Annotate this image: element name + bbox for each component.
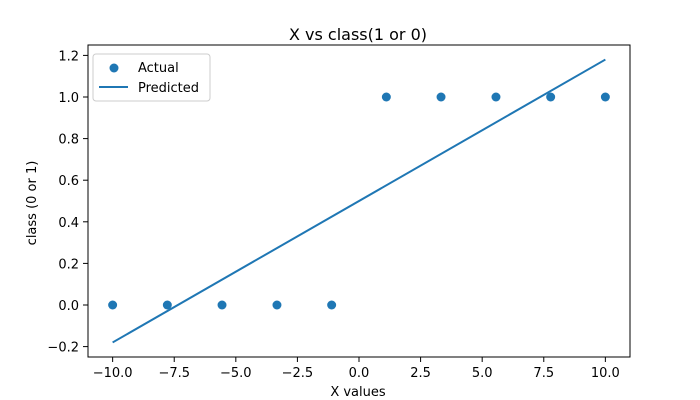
x-tick-label: 7.5 [533,366,554,381]
y-tick-label: 1.0 [58,91,79,106]
actual-point [436,92,446,102]
actual-point [491,92,501,102]
y-tick-label: 0.4 [58,216,79,231]
actual-point [381,92,391,102]
plot-area: −10.0 −7.5 −5.0 −2.5 0.0 2.5 5.0 7.5 10.0 −0.2 0.… [47,44,631,381]
chart-title: X vs class(1 or 0) [289,25,427,44]
y-tick-label: 0.6 [58,174,79,189]
legend-actual-marker [109,63,119,73]
y-tick-label: 1.2 [58,49,79,64]
x-tick-label: −2.5 [282,366,314,381]
y-tick-label: 0.2 [58,257,79,272]
actual-point [162,300,172,310]
actual-point [546,92,556,102]
y-tick-label: 0.8 [58,133,79,148]
x-tick-label: −10.0 [93,366,133,381]
y-tick-label: −0.2 [47,341,79,356]
x-tick-label: 0.0 [349,366,370,381]
legend-actual-label: Actual [138,61,179,76]
actual-point [600,92,610,102]
actual-point [217,300,227,310]
x-tick-label: 5.0 [472,366,493,381]
y-axis-label: class (0 or 1) [25,161,40,246]
x-tick-label: −7.5 [158,366,190,381]
legend: Actual Predicted [92,53,211,102]
series-layer [108,58,610,344]
legend-predicted-label: Predicted [138,81,199,96]
x-tick-label: 2.5 [410,366,431,381]
actual-point [327,300,337,310]
legend-box [92,53,211,102]
x-tick-label: 10.0 [591,366,620,381]
actual-point [272,300,282,310]
x-axis: −10.0 −7.5 −5.0 −2.5 0.0 2.5 5.0 7.5 10.0 [93,357,620,381]
predicted-line [112,58,606,344]
actual-point [108,300,118,310]
x-tick-label: −5.0 [220,366,252,381]
y-axis: −0.2 0.0 0.2 0.4 0.6 0.8 1.0 1.2 [47,49,88,356]
x-axis-label: X values [330,385,386,400]
y-tick-label: 0.0 [58,299,79,314]
